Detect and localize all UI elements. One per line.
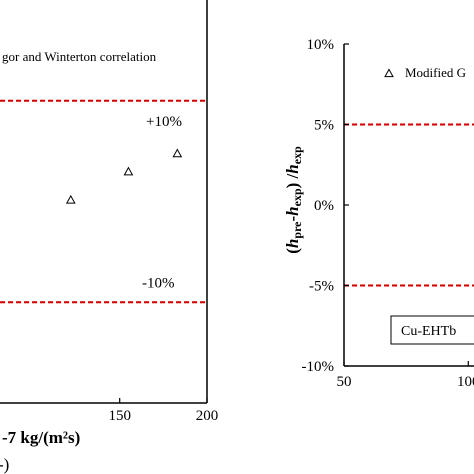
svg-text:(hpre-hexp) /hexp: (hpre-hexp) /hexp	[283, 146, 304, 254]
left-minus10-label: -10%	[142, 275, 175, 291]
right-x-ticks: 50 100	[337, 361, 474, 390]
right-y-tick-label: -5%	[309, 279, 334, 295]
right-y-ticks: 10% 5% 0% -5% -10%	[302, 37, 349, 375]
right-annotation-text: Cu-EHTb	[401, 324, 456, 339]
right-reference-lines	[344, 123, 474, 287]
left-reference-lines	[0, 99, 207, 304]
left-data-points	[65, 148, 183, 204]
left-x-ticks: 150 200	[108, 398, 218, 424]
right-annotation-box: Cu-EHTb	[390, 315, 474, 345]
right-x-tick-label: 50	[337, 374, 352, 390]
left-legend-label: gor and Winterton correlation	[2, 49, 157, 64]
left-data-point	[65, 194, 76, 204]
right-legend-marker	[384, 68, 394, 78]
left-legend: gor and Winterton correlation	[2, 49, 157, 64]
left-chart: 150 200 gor and Winterton correlation +10…	[0, 0, 218, 474]
right-chart: 10%5%0%-5%-10% 50100 Modified G Cu-EHTb …	[283, 37, 474, 390]
right-annotation-frame	[390, 315, 474, 345]
left-x-axis-label: -7 kg/(m²s)	[2, 428, 80, 447]
left-plus10-label: +10%	[146, 114, 182, 130]
right-y-tick-label: 10%	[307, 37, 335, 53]
left-x-tick-label: 150	[108, 408, 131, 424]
right-y-axis-label: (hpre-hexp) /hexp	[283, 146, 304, 254]
right-legend-label: Modified G	[405, 65, 466, 80]
right-legend: Modified G	[384, 65, 466, 80]
left-x-axis-label-fragment: -)	[0, 455, 9, 474]
right-y-tick-label: 0%	[314, 198, 334, 214]
right-y-tick-label: 5%	[314, 118, 334, 134]
left-data-point	[172, 148, 183, 158]
right-x-tick-label: 100	[457, 374, 474, 390]
ylabel-open: (	[283, 248, 302, 254]
left-data-point	[123, 166, 134, 176]
right-y-tick-label: -10%	[302, 359, 335, 375]
left-x-tick-label: 200	[196, 408, 219, 424]
